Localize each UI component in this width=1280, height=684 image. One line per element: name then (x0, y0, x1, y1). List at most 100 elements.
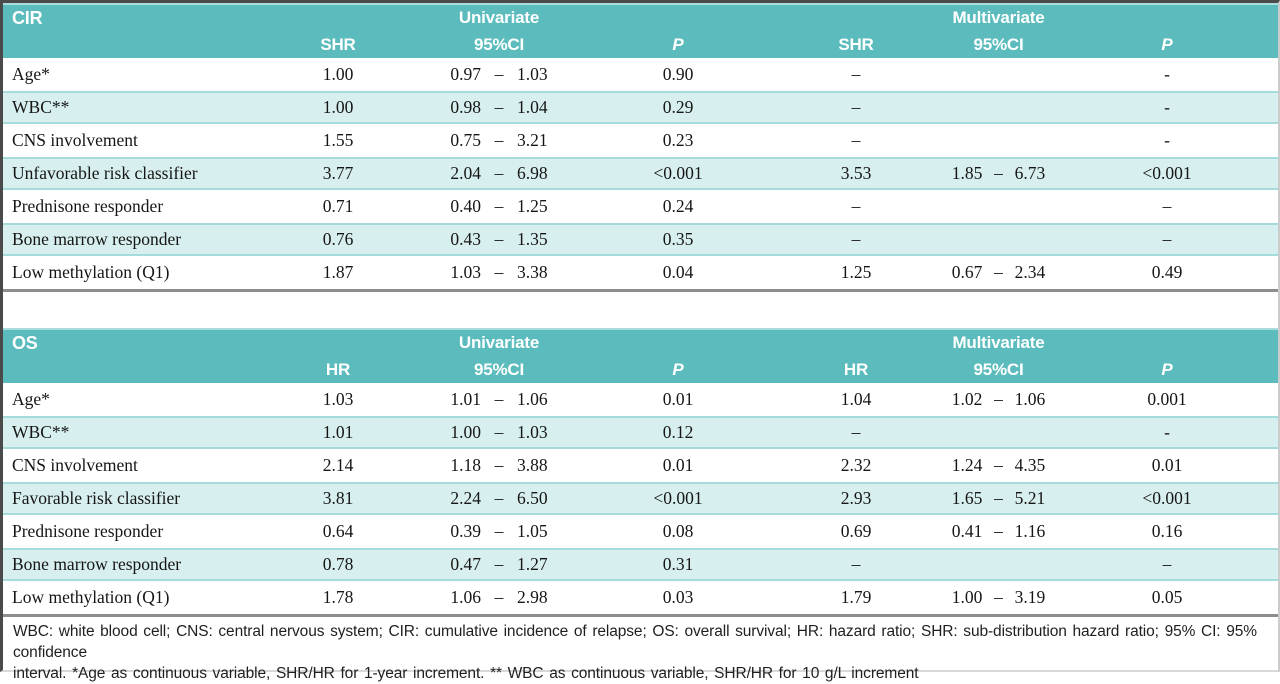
multivariate-p-cell: – (1162, 554, 1172, 574)
multivariate-estimate-cell: 2.93 (840, 488, 872, 508)
ci-low: 0.97 (450, 64, 481, 84)
univariate-estimate-cell: 0.64 (322, 521, 354, 541)
multivariate-ci-cell: 1.24 – 4.35 (941, 455, 1056, 476)
ci-low: 1.06 (450, 587, 481, 607)
cir-header-row-groups: CIR Univariate Multivariate (3, 5, 1278, 31)
ci-high: 1.27 (517, 554, 548, 574)
univariate-p-cell: 0.24 (662, 196, 694, 216)
ci-dash: – (494, 196, 504, 216)
ci-dash: – (494, 389, 504, 409)
ci-high: 1.06 (1014, 389, 1046, 409)
multivariate-estimate-cell: 0.69 (840, 521, 872, 541)
cir-table-body: Age* 1.00 0.97 – 1.03 0.90 – - WBC** 1.0… (3, 58, 1278, 289)
os-table: OS Univariate Multivariate HR 95%CI P HR… (3, 328, 1278, 617)
univariate-estimate-cell: 0.71 (322, 196, 354, 216)
univariate-p-cell: 0.04 (662, 262, 694, 282)
ci-high: 2.98 (517, 587, 548, 607)
os-table-title: OS (12, 332, 38, 353)
ci-low: 2.04 (450, 163, 481, 183)
os-uni-estimate-header: HR (325, 359, 351, 379)
os-multi-ci-header: 95%CI (973, 359, 1024, 379)
univariate-p-cell: 0.31 (662, 554, 694, 574)
multivariate-p-cell: <0.001 (1142, 163, 1192, 183)
multivariate-estimate-cell: 1.04 (840, 389, 872, 409)
table-row: CNS involvement 2.14 1.18 – 3.88 0.01 2.… (3, 449, 1278, 482)
multivariate-estimate-cell: 1.79 (840, 587, 872, 607)
table-row: Low methylation (Q1) 1.87 1.03 – 3.38 0.… (3, 256, 1278, 289)
univariate-estimate-cell: 0.76 (322, 229, 354, 249)
os-multi-estimate-header: HR (843, 359, 869, 379)
footnote: WBC: white blood cell; CNS: central nerv… (3, 617, 1278, 684)
ci-dash: – (994, 163, 1003, 183)
multivariate-estimate-cell: – (851, 554, 861, 574)
ci-dash: – (494, 587, 504, 607)
row-label: Age* (12, 64, 50, 84)
univariate-estimate-cell: 0.78 (322, 554, 354, 574)
ci-low: 1.00 (951, 587, 983, 607)
univariate-p-cell: 0.01 (662, 455, 694, 475)
table-row: Bone marrow responder 0.78 0.47 – 1.27 0… (3, 548, 1278, 581)
univariate-ci-cell: 2.24 – 6.50 (413, 488, 585, 509)
multivariate-ci-cell: 1.02 – 1.06 (941, 389, 1056, 410)
ci-high: 6.50 (517, 488, 548, 508)
ci-dash: – (494, 130, 504, 150)
ci-low: 0.98 (450, 97, 481, 117)
univariate-ci-cell: 2.04 – 6.98 (413, 163, 585, 184)
ci-high: 5.21 (1014, 488, 1046, 508)
univariate-ci-cell: 0.98 – 1.04 (413, 97, 585, 118)
multivariate-estimate-cell: – (851, 196, 861, 216)
table-row: Favorable risk classifier 3.81 2.24 – 6.… (3, 482, 1278, 515)
table-gap (3, 292, 1278, 328)
ci-high: 3.88 (517, 455, 548, 475)
multivariate-estimate-cell: 2.32 (840, 455, 872, 475)
ci-high: 1.05 (517, 521, 548, 541)
multivariate-p-cell: - (1164, 64, 1170, 84)
os-table-header: OS Univariate Multivariate HR 95%CI P HR… (3, 328, 1278, 383)
multivariate-p-cell: 0.49 (1151, 262, 1183, 282)
row-label: CNS involvement (12, 455, 138, 475)
os-header-row-groups: OS Univariate Multivariate (3, 330, 1278, 356)
os-multi-p-header: P (1161, 359, 1173, 379)
ci-low: 1.85 (951, 163, 983, 183)
ci-low: 0.67 (951, 262, 983, 282)
ci-high: 3.21 (517, 130, 548, 150)
univariate-p-cell: 0.08 (662, 521, 694, 541)
univariate-ci-cell: 1.01 – 1.06 (413, 389, 585, 410)
univariate-p-cell: <0.001 (653, 163, 703, 183)
table-row: Prednisone responder 0.64 0.39 – 1.05 0.… (3, 515, 1278, 548)
row-label: Age* (12, 389, 50, 409)
univariate-ci-cell: 0.43 – 1.35 (413, 229, 585, 250)
ci-dash: – (994, 389, 1003, 409)
ci-low: 0.43 (450, 229, 481, 249)
multivariate-p-cell: <0.001 (1142, 488, 1192, 508)
univariate-estimate-cell: 1.78 (322, 587, 354, 607)
ci-low: 0.40 (450, 196, 481, 216)
os-table-body: Age* 1.03 1.01 – 1.06 0.01 1.04 1.02 – 1… (3, 383, 1278, 614)
univariate-estimate-cell: 2.14 (322, 455, 354, 475)
multivariate-ci-cell: 1.00 – 3.19 (941, 587, 1056, 608)
ci-high: 1.04 (517, 97, 548, 117)
univariate-p-cell: <0.001 (653, 488, 703, 508)
univariate-ci-cell: 0.39 – 1.05 (413, 521, 585, 542)
cir-table: CIR Univariate Multivariate SHR 95%CI P … (3, 3, 1278, 292)
table-row: Low methylation (Q1) 1.78 1.06 – 2.98 0.… (3, 581, 1278, 614)
ci-low: 1.18 (450, 455, 481, 475)
os-uni-p-header: P (672, 359, 684, 379)
row-label: Bone marrow responder (12, 229, 182, 249)
ci-dash: – (494, 262, 504, 282)
univariate-estimate-cell: 3.81 (322, 488, 354, 508)
row-label: Prednisone responder (12, 521, 164, 541)
ci-dash: – (494, 64, 504, 84)
row-label: WBC** (12, 97, 70, 117)
ci-low: 0.41 (951, 521, 983, 541)
row-label: Bone marrow responder (12, 554, 182, 574)
row-label: Low methylation (Q1) (12, 262, 170, 282)
ci-high: 3.38 (517, 262, 548, 282)
multivariate-estimate-cell: – (851, 64, 861, 84)
multivariate-ci-cell: 0.41 – 1.16 (941, 521, 1056, 542)
ci-dash: – (494, 488, 504, 508)
univariate-p-cell: 0.12 (662, 422, 694, 442)
univariate-estimate-cell: 1.01 (322, 422, 354, 442)
multivariate-ci-cell: 1.65 – 5.21 (941, 488, 1056, 509)
